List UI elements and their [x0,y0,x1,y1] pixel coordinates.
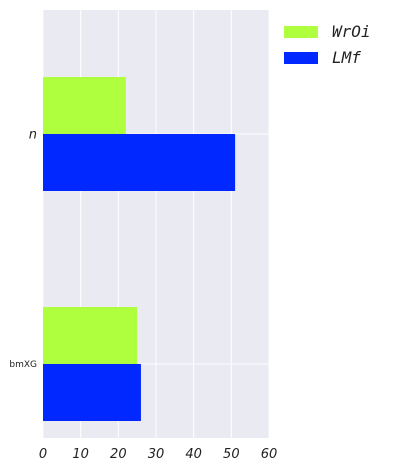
bars [43,77,236,421]
bar-WrOi-n [43,77,126,134]
x-tick-label: 50 [223,447,240,462]
legend-swatch-WrOi [284,26,318,38]
x-tick-label: 30 [148,447,165,462]
x-tick-label: 20 [110,447,127,462]
bar-LMf-bmXG [43,364,141,421]
category-labels: n bmXG [9,128,37,371]
x-tick-labels: 0 10 20 30 40 50 60 [39,447,277,462]
bar-WrOi-bmXG [43,307,138,364]
category-label: n [29,128,37,143]
x-tick-label: 10 [72,447,89,462]
legend-label-WrOi: WrOi [332,22,371,41]
category-label: bmXG [9,360,37,370]
x-tick-label: 60 [261,447,278,462]
legend-label-LMf: LMf [332,48,361,67]
x-tick-label: 0 [39,447,47,462]
bar-LMf-n [43,134,236,191]
x-tick-label: 40 [185,447,202,462]
legend-swatch-LMf [284,52,318,64]
legend: WrOi LMf [284,22,371,67]
